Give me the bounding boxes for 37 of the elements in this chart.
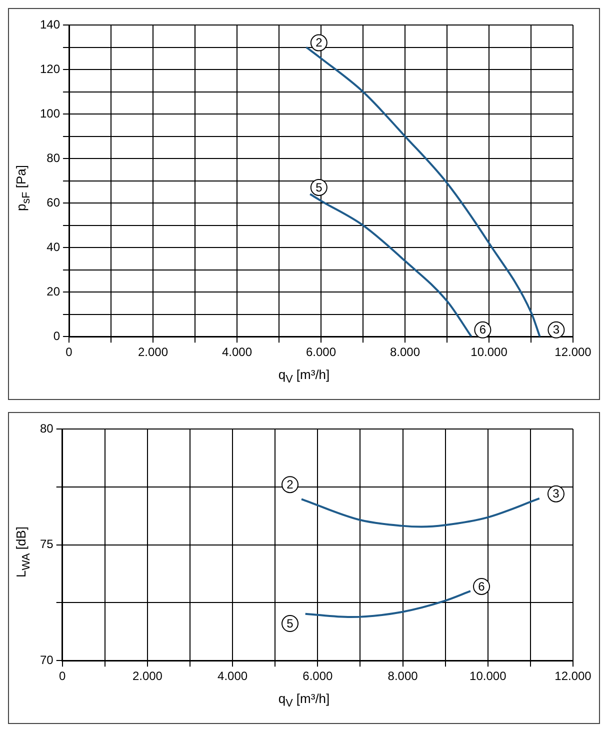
x-tick-label: 4.000 — [222, 345, 252, 360]
x-tick-label: 10.000 — [470, 345, 508, 360]
y-tick-label: 40 — [46, 240, 60, 254]
x-tick-label: 12.000 — [554, 669, 592, 684]
x-tick-label: 6.000 — [306, 345, 336, 360]
y-tick-label: 80 — [40, 421, 54, 436]
y-tick-label: 75 — [40, 537, 54, 552]
y-tick-label: 80 — [46, 150, 60, 165]
x-tick-label: 6.000 — [302, 669, 334, 684]
line-series — [305, 46, 541, 337]
x-axis-title: q$_{V}$ [m³/h] — [277, 691, 331, 710]
annotation: 2 — [316, 36, 323, 50]
x-tick-label: 8.000 — [390, 345, 420, 360]
x-tick-label: 2.000 — [132, 669, 163, 684]
line-series — [304, 590, 472, 618]
annotation: 2 — [286, 477, 294, 492]
annotation: 6 — [478, 579, 486, 594]
y-tick-label: 60 — [46, 195, 60, 210]
x-tick-label: 2.000 — [138, 345, 168, 360]
y-tick-label: 100 — [40, 106, 60, 120]
x-tick-label: 8.000 — [388, 669, 418, 684]
annotation: 3 — [552, 322, 560, 337]
y-tick-label: 120 — [40, 62, 60, 76]
line-series — [300, 497, 540, 528]
y-tick-label: 20 — [46, 284, 60, 298]
annotation: 5 — [286, 616, 294, 630]
annotation: 3 — [552, 486, 560, 501]
x-tick-label: 0 — [66, 345, 73, 360]
x-axis-title: q$_{V}$ [m³/h] — [277, 367, 331, 386]
annotation: 5 — [316, 180, 323, 194]
x-tick-label: 10.000 — [470, 669, 507, 684]
x-tick-label: 4.000 — [218, 669, 248, 684]
x-tick-label: 12.000 — [554, 345, 592, 360]
y-tick-label: 0 — [53, 328, 60, 343]
annotation: 6 — [479, 322, 486, 337]
y-tick-label: 140 — [40, 17, 60, 32]
y-tick-label: 70 — [40, 652, 54, 667]
